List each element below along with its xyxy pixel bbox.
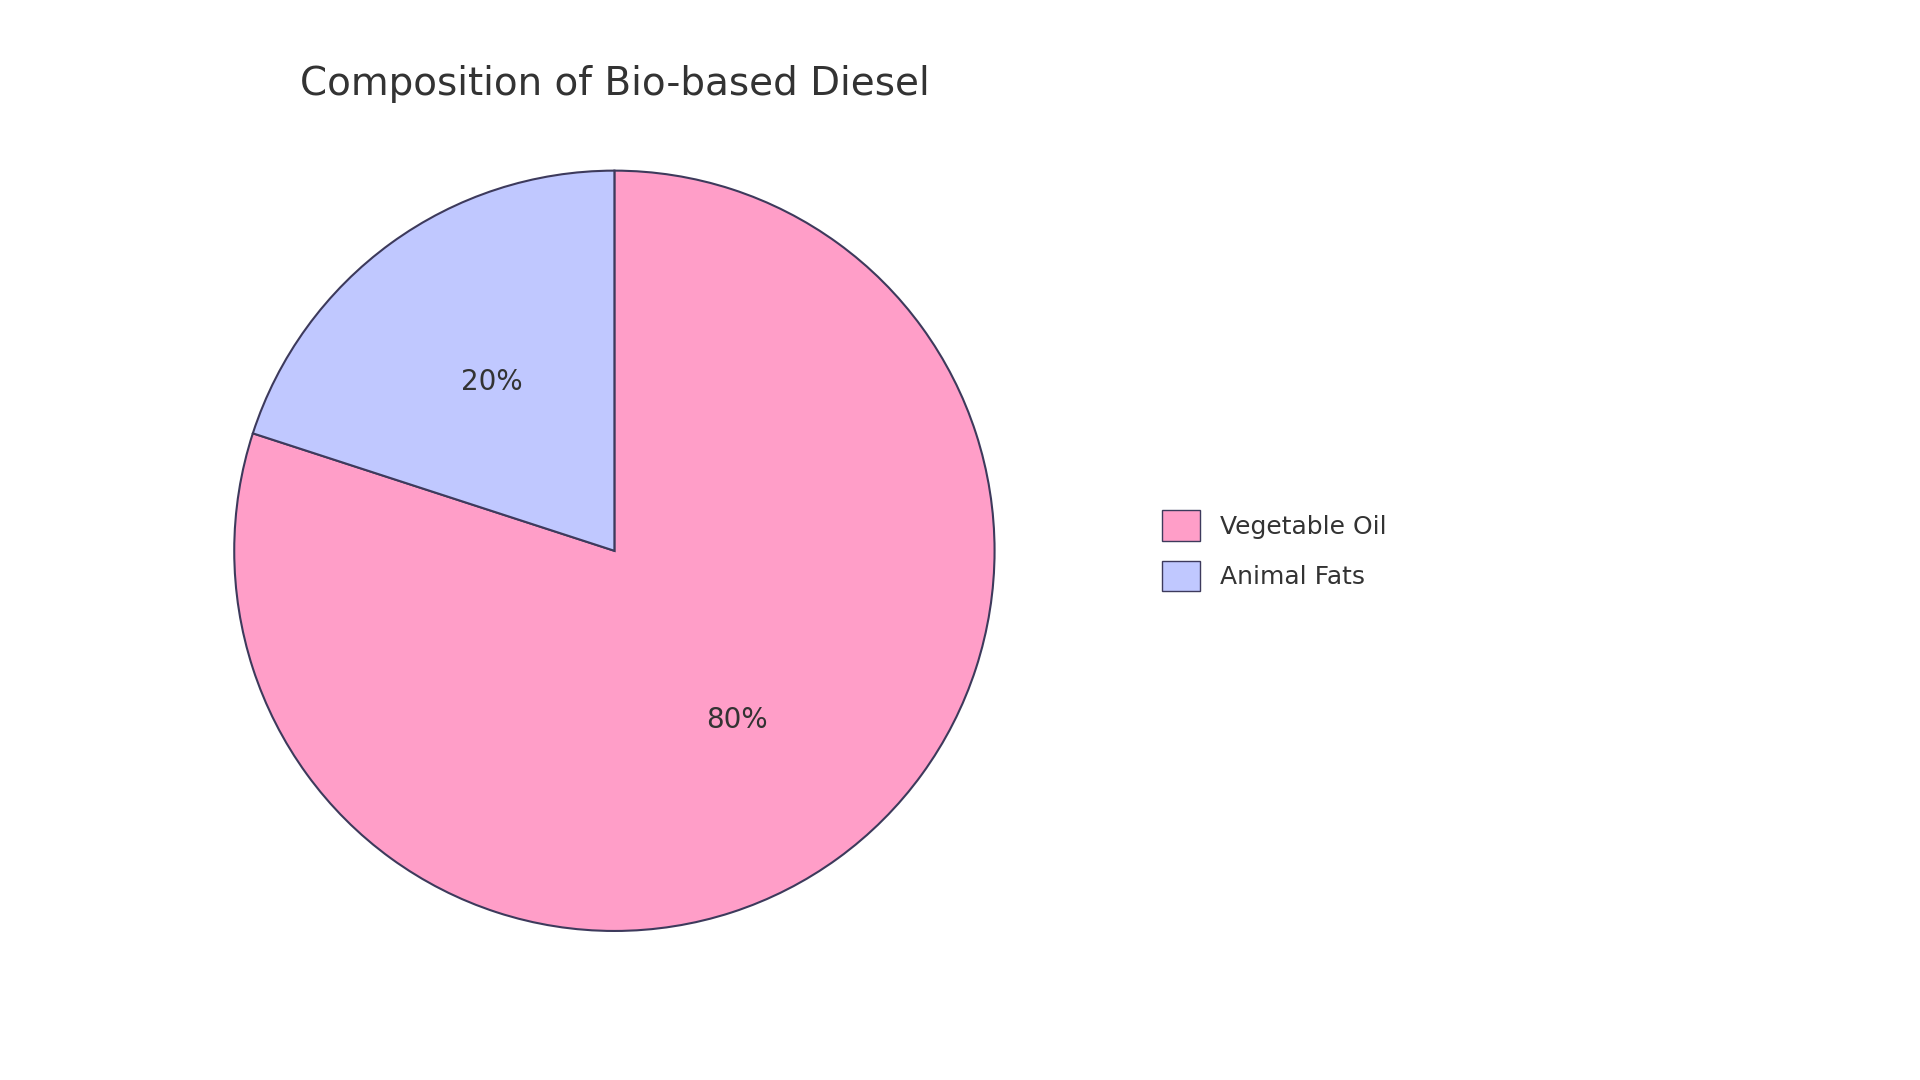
- Text: 80%: 80%: [707, 706, 768, 734]
- Text: 20%: 20%: [461, 367, 522, 395]
- Wedge shape: [253, 171, 614, 551]
- Legend: Vegetable Oil, Animal Fats: Vegetable Oil, Animal Fats: [1150, 498, 1400, 604]
- Text: Composition of Bio-based Diesel: Composition of Bio-based Diesel: [300, 65, 929, 103]
- Wedge shape: [234, 171, 995, 931]
